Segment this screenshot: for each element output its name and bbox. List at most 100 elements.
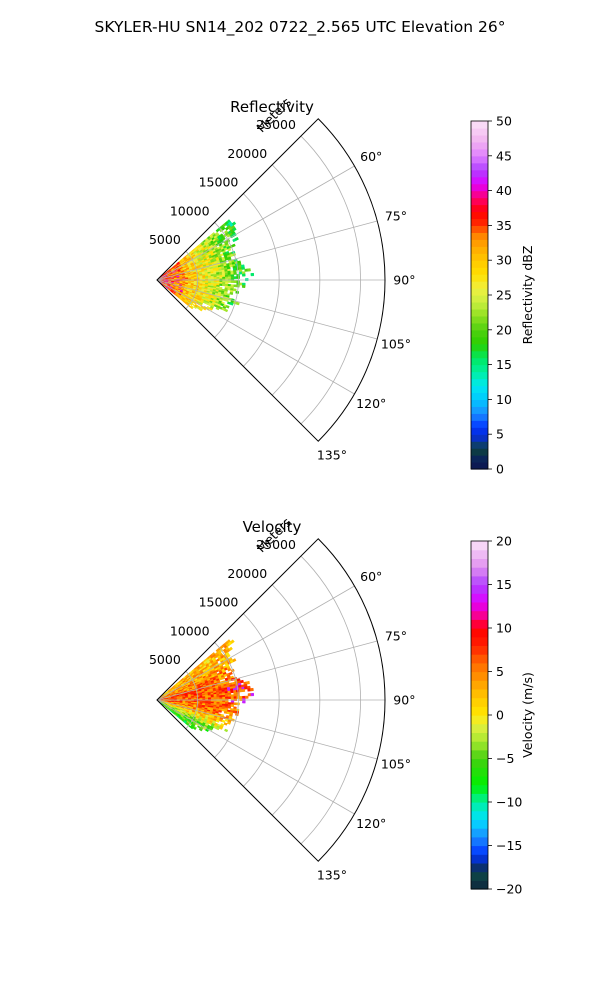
reflectivity-gate-cell — [227, 287, 231, 291]
velocity-gate-cell — [250, 692, 255, 697]
reflectivity-panel: Reflectivity 5000 10000 15000 20000 25000 60… — [149, 94, 535, 476]
azimuth-tick-label: 120° — [356, 816, 386, 831]
reflectivity-gate-cell — [241, 284, 246, 288]
colorbar-tick-label: 40 — [496, 183, 512, 198]
velocity-gate-cell — [223, 722, 228, 726]
velocity-gate-cell — [224, 728, 229, 733]
colorbar-level — [471, 645, 488, 655]
velocity-gate-cell — [215, 719, 220, 723]
colorbar-level — [471, 253, 488, 261]
velocity-gate-cell — [230, 696, 235, 699]
reflectivity-gate-cell — [233, 280, 238, 284]
colorbar-level — [471, 819, 488, 829]
colorbar-level — [471, 871, 488, 881]
radial-tick-label: 10000 — [170, 203, 210, 218]
colorbar-level — [471, 378, 488, 387]
velocity-gate-cell — [218, 710, 223, 713]
radial-tick-label: 15000 — [199, 595, 239, 610]
reflectivity-gate-cell — [222, 283, 226, 287]
radial-tick-label: 5000 — [149, 652, 181, 667]
reflectivity-gate-cell — [229, 302, 234, 306]
colorbar-level — [471, 567, 488, 577]
colorbar-level — [471, 204, 488, 213]
colorbar-level — [471, 169, 488, 178]
reflectivity-gate-cell — [189, 305, 194, 310]
colorbar-tick-label: 35 — [496, 218, 512, 233]
reflectivity-gate-cell — [230, 276, 235, 279]
velocity-gate-cell — [227, 705, 232, 709]
reflectivity-gate-cell — [224, 308, 229, 313]
reflectivity-gate-cell — [229, 291, 234, 295]
reflectivity-gate-cell — [232, 227, 237, 232]
colorbar-tick-label: 0 — [496, 708, 504, 723]
colorbar-level — [471, 364, 488, 373]
colorbar-level — [471, 183, 488, 192]
velocity-gate-cell — [227, 696, 232, 700]
azimuth-tick-label: 90° — [393, 273, 415, 288]
colorbar-level — [471, 688, 488, 699]
colorbar-level — [471, 141, 488, 150]
colorbar-tick-label: 0 — [496, 462, 504, 477]
colorbar-level — [471, 413, 488, 421]
colorbar-level — [471, 127, 488, 136]
azimuth-gridline — [156, 220, 378, 281]
colorbar-level — [471, 610, 488, 620]
azimuth-gridline — [156, 279, 355, 395]
velocity-gate-cell — [218, 726, 223, 730]
colorbar-level — [471, 793, 488, 803]
colorbar-level — [471, 155, 488, 164]
colorbar-tick-label: 15 — [496, 577, 512, 592]
colorbar-level — [471, 880, 488, 890]
colorbar-level — [471, 420, 488, 428]
reflectivity-gate-cell — [219, 276, 223, 280]
colorbar-level — [471, 274, 488, 282]
colorbar-level — [471, 758, 488, 768]
colorbar-level — [471, 232, 488, 240]
colorbar-tick-label: 20 — [496, 322, 512, 337]
colorbar-level — [471, 315, 488, 324]
reflectivity-gate-cell — [219, 283, 223, 286]
colorbar-level — [471, 828, 488, 838]
velocity-gate-cell — [230, 639, 235, 644]
colorbar-level — [471, 239, 488, 247]
colorbar-level — [471, 575, 488, 586]
colorbar-level — [471, 662, 488, 673]
reflectivity-colorbar: 0 5 10 15 20 25 30 35 40 45 50 — [470, 114, 512, 477]
reflectivity-gate-cell — [202, 307, 207, 311]
reflectivity-gate-cell — [231, 221, 237, 226]
colorbar-level — [471, 162, 488, 171]
velocity-azimuth-labels: 60° 75° 90° 105° 120° 135° — [317, 569, 416, 883]
colorbar-level — [471, 260, 488, 268]
velocity-gate-cell — [241, 688, 246, 693]
reflectivity-gate-cell — [215, 306, 220, 311]
colorbar-level — [471, 749, 488, 760]
velocity-gate-cell — [198, 727, 203, 732]
reflectivity-gate-cell — [233, 272, 237, 275]
colorbar-level — [471, 301, 488, 310]
colorbar-level — [471, 427, 488, 435]
colorbar-level — [471, 176, 488, 185]
colorbar-level — [471, 357, 488, 366]
azimuth-gridline — [156, 699, 355, 815]
velocity-gate-cell — [192, 726, 197, 731]
reflectivity-gate-cell — [233, 284, 237, 288]
colorbar-tick-label: 5 — [496, 427, 504, 442]
colorbar-level — [471, 343, 488, 352]
colorbar-level — [471, 329, 488, 338]
radial-tick-label: 25000 — [256, 537, 296, 552]
velocity-gate-cell — [219, 696, 223, 700]
velocity-gate-cell — [239, 696, 243, 699]
velocity-gate-cell — [247, 693, 252, 697]
reflectivity-gate-cell — [239, 271, 243, 275]
velocity-colorbar-label: Velocity (m/s) — [520, 672, 535, 758]
colorbar-tick-label: 20 — [496, 534, 512, 549]
colorbar-tick-label: 10 — [496, 621, 512, 636]
colorbar-tick-label: 15 — [496, 357, 512, 372]
colorbar-level — [471, 455, 488, 463]
velocity-gate-cell — [242, 695, 246, 699]
velocity-radial-labels: 5000 10000 15000 20000 25000 — [149, 537, 296, 667]
colorbar-level — [471, 802, 488, 812]
reflectivity-gate-cell — [234, 236, 239, 241]
colorbar-level — [471, 371, 488, 380]
velocity-grid — [156, 538, 386, 862]
